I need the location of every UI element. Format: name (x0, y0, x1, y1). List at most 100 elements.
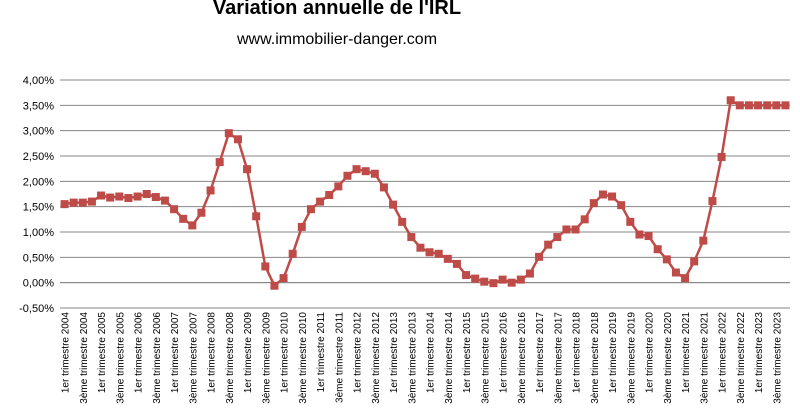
data-point-marker (507, 278, 516, 287)
data-point-marker (142, 190, 151, 198)
data-point-marker (379, 183, 388, 192)
data-point-marker (598, 190, 607, 199)
data-point-marker (544, 240, 553, 249)
data-point-marker (170, 205, 179, 214)
data-point-marker (781, 101, 790, 110)
x-tick-label: 1er trimestre 2013 (389, 312, 400, 394)
data-point-marker (671, 268, 680, 277)
data-point-marker (352, 165, 361, 174)
x-tick-label: 1er trimestre 2021 (681, 312, 692, 394)
data-point-marker (69, 198, 78, 207)
x-tick-label: 1er trimestre 2004 (61, 312, 72, 394)
x-tick-label: 3ème trimestre 2019 (626, 312, 637, 404)
data-point-marker (124, 194, 133, 203)
data-point-marker (215, 158, 224, 167)
data-point-marker (525, 269, 534, 278)
y-tick-label: 2,00% (23, 176, 54, 188)
x-tick-label: 3ème trimestre 2017 (553, 312, 564, 404)
data-point-marker (316, 197, 325, 206)
x-tick-label: 3ème trimestre 2023 (772, 312, 783, 404)
data-point-marker (270, 281, 279, 290)
y-tick-label: 0,50% (23, 252, 54, 264)
chart-title: Variation annuelle de l'IRL (213, 0, 461, 19)
x-tick-label: 3ème trimestre 2016 (517, 312, 528, 404)
x-tick-label: 3ème trimestre 2004 (79, 312, 90, 404)
x-tick-label: 1er trimestre 2011 (316, 312, 327, 393)
data-point-marker (434, 249, 443, 258)
y-tick-label: 3,00% (23, 126, 54, 138)
data-point-marker (772, 101, 781, 110)
data-point-marker (717, 153, 726, 162)
data-point-marker (626, 217, 635, 226)
data-point-marker (133, 192, 142, 201)
x-tick-label: 3ème trimestre 2006 (152, 312, 163, 404)
data-point-marker (106, 193, 115, 202)
y-tick-label: -0,50% (19, 303, 54, 315)
y-tick-label: 2,50% (23, 151, 54, 163)
chart-subtitle: www.immobilier-danger.com (236, 31, 437, 48)
x-tick-label: 3ème trimestre 2012 (371, 312, 382, 404)
x-tick-label: 1er trimestre 2005 (97, 312, 108, 394)
data-point-marker (179, 214, 188, 223)
data-point-marker (498, 275, 507, 284)
data-point-marker (151, 193, 160, 202)
data-point-marker (690, 257, 699, 266)
data-point-marker (224, 129, 233, 138)
data-point-marker (452, 259, 461, 268)
x-tick-label: 1er trimestre 2010 (280, 312, 291, 394)
x-axis-tick-labels: 1er trimestre 2004 3ème trimestre 2004 1er… (61, 312, 784, 404)
data-point-marker (425, 248, 434, 257)
x-tick-label: 1er trimestre 2020 (645, 312, 656, 394)
x-tick-label: 1er trimestre 2009 (243, 312, 254, 394)
data-point-marker (480, 277, 489, 286)
series-markers (60, 96, 790, 290)
x-tick-label: 1er trimestre 2017 (535, 312, 546, 394)
x-tick-label: 3ème trimestre 2008 (225, 312, 236, 404)
data-point-marker (462, 271, 471, 280)
data-point-marker (726, 96, 735, 105)
x-tick-label: 3ème trimestre 2010 (298, 312, 309, 404)
data-point-marker (233, 135, 242, 144)
x-tick-label: 3ème trimestre 2018 (590, 312, 601, 404)
y-tick-label: 4,00% (23, 75, 54, 87)
data-point-marker (325, 191, 334, 200)
data-point-marker (87, 197, 96, 206)
x-tick-label: 3ème trimestre 2009 (261, 312, 272, 404)
data-point-marker (516, 275, 525, 284)
data-point-marker (754, 101, 763, 110)
data-point-marker (197, 208, 206, 217)
data-point-marker (580, 215, 589, 224)
data-point-marker (306, 205, 315, 214)
x-tick-label: 1er trimestre 2008 (207, 312, 218, 394)
data-point-marker (279, 274, 288, 283)
gridlines (60, 79, 790, 309)
data-point-marker (297, 222, 306, 231)
x-tick-label: 3ème trimestre 2007 (188, 312, 199, 404)
data-point-marker (571, 225, 580, 234)
data-point-marker (763, 101, 772, 110)
data-point-marker (252, 212, 261, 221)
x-tick-label: 1er trimestre 2022 (718, 312, 729, 394)
data-point-marker (243, 165, 252, 174)
data-point-marker (562, 225, 571, 234)
data-point-marker (389, 200, 398, 209)
data-point-marker (443, 254, 452, 263)
x-tick-label: 3ème trimestre 2021 (699, 312, 710, 404)
x-tick-label: 1er trimestre 2012 (353, 312, 364, 394)
y-tick-label: 1,50% (23, 202, 54, 214)
data-point-marker (343, 171, 352, 180)
y-tick-label: 1,00% (23, 227, 54, 239)
data-point-marker (617, 201, 626, 210)
data-point-marker (370, 169, 379, 178)
data-point-marker (407, 233, 416, 242)
x-tick-label: 1er trimestre 2006 (134, 312, 145, 394)
data-point-marker (535, 252, 544, 261)
data-point-marker (398, 217, 407, 226)
data-point-marker (160, 196, 169, 205)
data-point-marker (206, 186, 215, 195)
data-point-marker (115, 192, 124, 201)
data-point-marker (553, 233, 562, 242)
x-tick-label: 3ème trimestre 2011 (334, 312, 345, 403)
data-point-marker (644, 232, 653, 241)
